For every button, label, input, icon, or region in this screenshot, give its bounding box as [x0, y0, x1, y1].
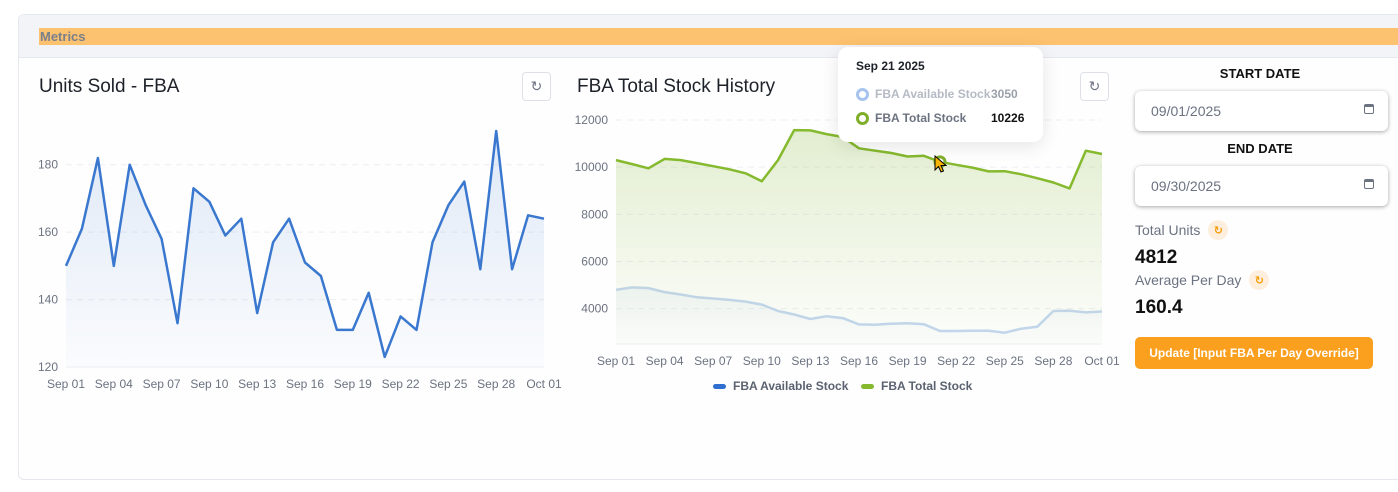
svg-text:Sep 28: Sep 28	[1034, 354, 1072, 368]
legend-swatch-icon	[713, 383, 726, 389]
svg-text:6000: 6000	[581, 254, 608, 268]
svg-text:Sep 13: Sep 13	[238, 377, 276, 391]
end-date-input[interactable]: 09/30/2025	[1135, 166, 1388, 206]
svg-text:120: 120	[38, 360, 58, 374]
refresh-icon[interactable]: ↻	[1249, 270, 1270, 290]
end-date-value: 09/30/2025	[1151, 178, 1222, 194]
svg-text:Sep 04: Sep 04	[646, 354, 684, 368]
tooltip-row-available: FBA Available Stock 3050	[856, 87, 1018, 101]
svg-text:Oct 01: Oct 01	[526, 377, 562, 391]
svg-text:Sep 25: Sep 25	[986, 354, 1024, 368]
legend-total[interactable]: FBA Total Stock	[861, 379, 972, 393]
start-date-label: START DATE	[1219, 66, 1301, 81]
series-marker-icon	[856, 111, 869, 125]
svg-text:Sep 19: Sep 19	[334, 377, 372, 391]
svg-text:8000: 8000	[581, 207, 608, 221]
svg-text:Sep 16: Sep 16	[840, 354, 878, 368]
avg-per-day-label: Average Per Day ↻	[1135, 270, 1270, 290]
card-header: Metrics	[19, 15, 1398, 58]
stock-chart-title: FBA Total Stock History	[577, 76, 776, 97]
start-date-input[interactable]: 09/01/2025	[1135, 91, 1388, 131]
svg-text:180: 180	[38, 158, 58, 172]
legend-label: FBA Total Stock	[881, 379, 973, 393]
tooltip-label: FBA Total Stock	[875, 111, 967, 125]
section-title: Metrics	[40, 29, 86, 44]
svg-text:140: 140	[38, 293, 58, 307]
svg-text:Sep 07: Sep 07	[143, 377, 181, 391]
svg-text:4000: 4000	[581, 302, 608, 316]
tooltip-row-total: FBA Total Stock 10226	[856, 111, 1024, 125]
svg-text:Sep 28: Sep 28	[477, 377, 515, 391]
svg-text:Sep 07: Sep 07	[694, 354, 732, 368]
units-chart-title: Units Sold - FBA	[39, 76, 180, 97]
legend-swatch-icon	[861, 383, 874, 389]
svg-text:Sep 01: Sep 01	[597, 354, 635, 368]
tooltip-date: Sep 21 2025	[856, 59, 925, 73]
svg-text:Sep 13: Sep 13	[791, 354, 829, 368]
units-refresh-button[interactable]: ↻	[522, 72, 551, 101]
series-marker-icon	[856, 87, 869, 101]
total-units-value: 4812	[1135, 247, 1178, 268]
refresh-icon[interactable]: ↻	[1208, 220, 1229, 240]
svg-text:Sep 04: Sep 04	[95, 377, 133, 391]
calendar-icon[interactable]	[1364, 104, 1374, 114]
svg-text:10000: 10000	[575, 160, 609, 174]
update-override-button[interactable]: Update [Input FBA Per Day Override]	[1135, 337, 1373, 369]
legend-available[interactable]: FBA Available Stock	[713, 379, 848, 393]
stock-refresh-button[interactable]: ↻	[1080, 72, 1109, 101]
legend-label: FBA Available Stock	[733, 379, 849, 393]
svg-text:Sep 10: Sep 10	[190, 377, 228, 391]
header-highlight	[39, 28, 1398, 45]
svg-text:Oct 01: Oct 01	[1084, 354, 1120, 368]
mouse-cursor-icon	[934, 155, 948, 173]
refresh-icon: ↻	[530, 78, 543, 94]
end-date-label: END DATE	[1227, 141, 1293, 156]
svg-text:Sep 10: Sep 10	[743, 354, 781, 368]
svg-text:Sep 19: Sep 19	[889, 354, 927, 368]
svg-text:Sep 01: Sep 01	[47, 377, 85, 391]
tooltip-value: 10226	[991, 111, 1025, 125]
avg-per-day-text: Average Per Day	[1135, 272, 1242, 288]
svg-text:12000: 12000	[575, 113, 609, 127]
svg-text:Sep 16: Sep 16	[286, 377, 324, 391]
tooltip-label: FBA Available Stock	[875, 87, 991, 101]
svg-text:Sep 25: Sep 25	[429, 377, 467, 391]
tooltip-value: 3050	[991, 87, 1018, 101]
avg-per-day-value: 160.4	[1135, 297, 1183, 318]
refresh-icon: ↻	[1088, 78, 1101, 94]
svg-text:Sep 22: Sep 22	[937, 354, 975, 368]
svg-text:Sep 22: Sep 22	[382, 377, 420, 391]
calendar-icon[interactable]	[1364, 179, 1374, 189]
total-units-label: Total Units ↻	[1135, 220, 1229, 240]
total-units-text: Total Units	[1135, 222, 1201, 238]
svg-text:160: 160	[38, 225, 58, 239]
start-date-value: 09/01/2025	[1151, 103, 1222, 119]
chart-tooltip: Sep 21 2025 FBA Available Stock 3050 FBA…	[838, 47, 1043, 142]
